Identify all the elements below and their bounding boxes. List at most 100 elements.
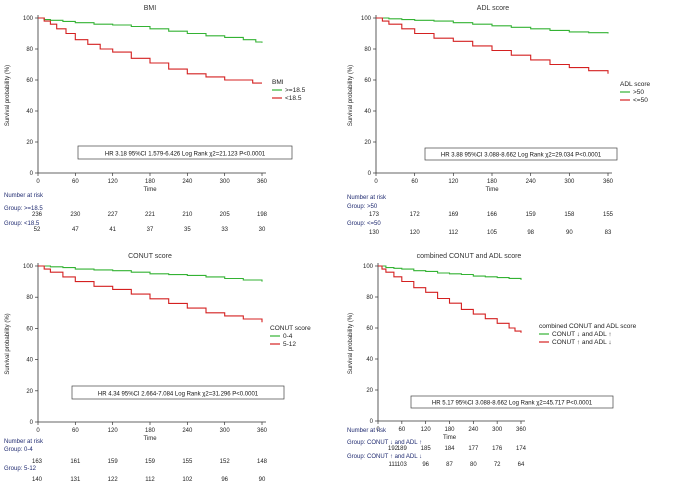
risk-count: 87 <box>446 462 453 468</box>
legend-entry: >=18.5 <box>285 87 306 94</box>
x-tick-label: 300 <box>220 179 231 185</box>
risk-count: 112 <box>145 477 155 483</box>
x-tick-label: 0 <box>374 179 378 185</box>
y-tick-label: 20 <box>26 140 33 146</box>
legend-entry: 0-4 <box>283 333 293 340</box>
y-tick-label: 80 <box>364 47 371 53</box>
x-tick-label: 360 <box>257 428 268 434</box>
adl-survival-chart: ADL score 0 20 40 60 80 100 0 60 120 180 240 300 360 T… <box>343 0 685 248</box>
survival-curve-low <box>38 17 262 84</box>
risk-count: 176 <box>492 446 503 452</box>
risk-count: 173 <box>369 212 380 218</box>
y-tick-label: 80 <box>26 47 33 53</box>
risk-count: 122 <box>108 477 119 483</box>
risk-count: 103 <box>397 462 408 468</box>
x-axis-label: Time <box>143 436 157 442</box>
y-tick-label: 40 <box>366 357 373 363</box>
risk-count: 52 <box>34 227 41 233</box>
survival-curve-low <box>38 265 263 323</box>
risk-group-label: Group: <=50 <box>347 221 381 227</box>
y-tick-label: 100 <box>23 16 34 22</box>
x-tick-label: 300 <box>564 179 575 185</box>
y-tick-label: 40 <box>26 109 33 115</box>
stat-text: HR 3.18 95%CI 1.579-6.426 Log Rank χ2=21… <box>105 152 266 158</box>
stat-text: HR 3.88 95%CI 3.088-8.662 Log Rank χ2=29… <box>441 153 602 159</box>
survival-curve-low <box>378 265 522 333</box>
y-tick-label: 0 <box>30 420 34 426</box>
risk-group-label: Group: >=18.5 <box>4 206 43 212</box>
y-axis-label: Survival probability (%) <box>5 313 11 374</box>
risk-count: 152 <box>220 459 231 465</box>
risk-count: 166 <box>487 212 498 218</box>
risk-count: 112 <box>449 230 459 236</box>
y-tick-label: 0 <box>370 419 374 425</box>
x-tick-label: 240 <box>182 428 193 434</box>
x-tick-label: 0 <box>36 428 40 434</box>
x-tick-label: 180 <box>145 428 156 434</box>
x-tick-label: 360 <box>603 179 614 185</box>
x-tick-label: 360 <box>516 427 527 433</box>
x-tick-label: 300 <box>220 428 231 434</box>
y-axis-label: Survival probability (%) <box>348 313 354 374</box>
risk-count: 205 <box>220 212 231 218</box>
y-tick-label: 60 <box>26 78 33 84</box>
y-tick-label: 60 <box>26 326 33 332</box>
risk-group-label: Group: 5-12 <box>4 466 37 472</box>
x-tick-label: 300 <box>492 427 503 433</box>
conut-survival-chart: CONUT score 0 20 40 60 80 100 0 60 120 180 240 300 36… <box>0 248 343 496</box>
risk-count: 131 <box>70 477 81 483</box>
chart-title: ADL score <box>477 5 510 12</box>
risk-heading: Number at risk <box>347 428 387 434</box>
risk-count: 47 <box>72 227 79 233</box>
risk-heading: Number at risk <box>347 195 387 201</box>
risk-count: 90 <box>259 477 266 483</box>
risk-count: 185 <box>421 446 432 452</box>
x-tick-label: 240 <box>182 179 193 185</box>
risk-count: 96 <box>422 462 429 468</box>
x-axis-label: Time <box>443 435 457 441</box>
x-tick-label: 0 <box>376 427 380 433</box>
risk-count: 236 <box>32 212 43 218</box>
risk-count: 227 <box>108 212 119 218</box>
y-tick-label: 40 <box>26 358 33 364</box>
risk-count: 177 <box>468 446 479 452</box>
risk-count: 158 <box>564 212 575 218</box>
risk-count: 169 <box>448 212 459 218</box>
x-axis-label: Time <box>143 187 157 193</box>
y-tick-label: 60 <box>364 78 371 84</box>
risk-count: 210 <box>182 212 193 218</box>
risk-count: 64 <box>518 462 525 468</box>
risk-heading: Number at risk <box>4 193 44 199</box>
y-axis-label: Survival probability (%) <box>348 65 354 126</box>
stat-box <box>424 147 618 161</box>
risk-count: 184 <box>444 446 455 452</box>
x-tick-label: 0 <box>36 179 40 185</box>
y-tick-label: 80 <box>366 295 373 301</box>
chart-title: CONUT score <box>128 253 172 260</box>
risk-group-label: Group: CONUT ↓ and ADL ↑ <box>347 440 422 446</box>
risk-count: 72 <box>494 462 501 468</box>
risk-heading: Number at risk <box>4 439 44 445</box>
risk-count: 80 <box>470 462 477 468</box>
stat-box <box>71 385 285 400</box>
y-tick-label: 20 <box>364 140 371 146</box>
y-tick-label: 100 <box>363 264 374 270</box>
risk-count: 163 <box>32 459 43 465</box>
risk-group-label: Group: 0-4 <box>4 447 33 453</box>
risk-count: 111 <box>388 462 398 468</box>
stat-text: HR 4.34 95%CI 2.664-7.084 Log Rank χ2=31… <box>98 392 259 398</box>
legend-entry: <18.5 <box>285 95 302 102</box>
x-tick-label: 240 <box>526 179 537 185</box>
y-tick-label: 60 <box>366 326 373 332</box>
risk-count: 30 <box>259 227 266 233</box>
risk-count: 161 <box>70 459 81 465</box>
risk-count: 130 <box>369 230 380 236</box>
survival-curve-high <box>38 265 263 282</box>
x-tick-label: 360 <box>257 179 268 185</box>
x-tick-label: 60 <box>72 428 79 434</box>
survival-curve-high <box>38 17 263 43</box>
chart-svg: ADL score 0 20 40 60 80 100 0 60 120 180 240 300 360 T… <box>347 5 650 236</box>
x-tick-label: 240 <box>468 427 479 433</box>
bmi-survival-chart: BMI 0 20 40 60 80 100 0 60 120 180 240 300 360 Time Sur… <box>0 0 343 248</box>
x-tick-label: 60 <box>411 179 418 185</box>
